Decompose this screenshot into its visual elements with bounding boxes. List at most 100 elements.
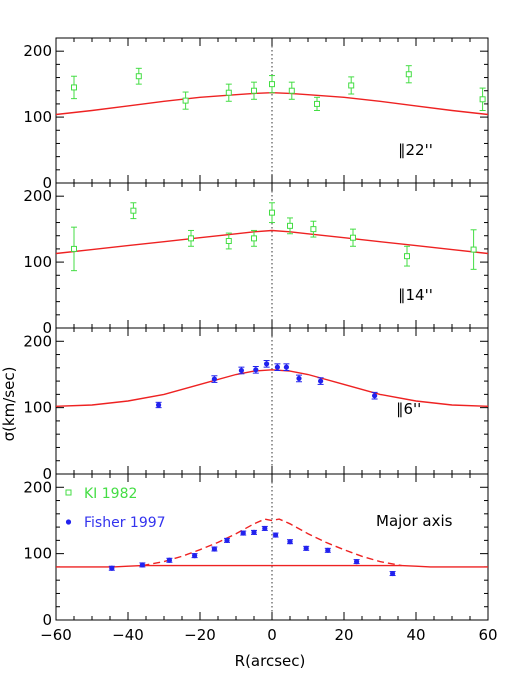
model-curve	[55, 369, 489, 407]
marker-circle	[274, 364, 280, 370]
marker-circle	[238, 367, 244, 374]
fisher-point	[252, 365, 259, 374]
y-tick-label: 200	[23, 478, 52, 496]
x-tick-label: −40	[112, 626, 144, 644]
x-tick-label: −60	[40, 626, 72, 644]
x-tick-label: 0	[267, 626, 277, 644]
panel-annotation: Major axis	[376, 512, 453, 530]
marker-square	[269, 209, 275, 216]
kl-point	[269, 202, 275, 224]
kl-point	[310, 220, 317, 238]
marker-circle	[253, 367, 259, 373]
panel-4: 0 100 200 Major axis	[23, 473, 489, 629]
y-axis-label: σ(km/sec)	[0, 367, 18, 442]
kl-point	[130, 202, 137, 220]
marker-square	[182, 97, 189, 104]
panel-annotation: ∥6''	[396, 400, 421, 418]
fisher-point	[155, 401, 162, 409]
kl-point	[71, 75, 77, 100]
fisher-point	[317, 377, 324, 385]
legend: KI 1982 Fisher 1997	[65, 486, 166, 531]
y-tick-label: 0	[42, 174, 52, 192]
y-tick-label: 0	[42, 319, 52, 337]
marker-square	[404, 253, 410, 260]
marker-square	[348, 82, 355, 89]
y-tick-label: 100	[23, 545, 52, 563]
y-tick-label: 200	[23, 42, 52, 60]
model-curve-dashed	[142, 518, 402, 567]
marker-square	[314, 100, 320, 107]
fisher-point	[108, 565, 115, 571]
marker-square	[71, 84, 77, 91]
marker-square	[310, 226, 317, 233]
model-curve	[56, 564, 488, 568]
marker-circle	[390, 570, 396, 577]
marker-circle	[211, 546, 217, 552]
marker-circle	[192, 553, 198, 559]
fisher-point	[224, 537, 230, 543]
fisher-point	[251, 529, 257, 536]
fisher-point	[261, 525, 268, 532]
marker-square	[188, 235, 194, 242]
kl-point	[350, 228, 356, 247]
panels-layer: 0100200∥22''0100200∥14''0100200∥6''01002…	[23, 37, 498, 644]
fisher-point	[240, 530, 247, 536]
marker-circle	[273, 532, 279, 538]
fisher-point	[296, 374, 302, 383]
marker-square	[288, 87, 295, 94]
model-curve	[55, 229, 489, 255]
marker-circle	[156, 402, 162, 408]
kl-point	[404, 245, 410, 267]
y-tick-label: 0	[42, 611, 52, 629]
marker-square	[350, 234, 356, 241]
y-tick-label: 0	[42, 465, 52, 483]
marker-circle	[251, 529, 257, 536]
marker-circle	[240, 530, 246, 536]
kl-point	[287, 217, 293, 235]
marker-circle	[211, 376, 217, 382]
marker-circle	[372, 393, 378, 399]
marker-circle	[109, 565, 115, 571]
marker-circle	[303, 545, 309, 551]
y-tick-label: 100	[23, 253, 52, 271]
marker-square	[269, 81, 275, 88]
marker-square	[470, 246, 477, 253]
fisher-point	[274, 363, 281, 371]
kl-point	[135, 67, 142, 85]
fisher-point	[324, 547, 331, 553]
fisher-point	[283, 363, 290, 371]
fisher-point	[166, 557, 173, 563]
kl-point	[71, 226, 77, 272]
x-tick-label: 20	[334, 626, 353, 644]
marker-square	[130, 207, 137, 214]
fisher-point	[263, 360, 270, 368]
legend-marker-circle	[65, 519, 72, 525]
kl-point	[479, 87, 486, 111]
kl-point	[251, 229, 257, 247]
marker-circle	[296, 375, 302, 382]
fisher-point	[287, 539, 293, 545]
marker-square	[251, 235, 257, 242]
x-tick-label: 60	[478, 626, 497, 644]
kl-point	[470, 229, 477, 270]
kl-point	[269, 75, 275, 94]
marker-square	[405, 71, 412, 78]
y-tick-label: 100	[23, 108, 52, 126]
marker-square	[225, 238, 232, 244]
marker-square	[225, 89, 232, 96]
marker-circle	[262, 525, 268, 532]
marker-circle	[287, 539, 293, 545]
kl-point	[225, 232, 232, 250]
x-tick-label: −20	[184, 626, 216, 644]
panel-1: 0 100 200 ∥22''	[23, 37, 489, 192]
marker-circle	[283, 364, 289, 370]
kl-point	[348, 76, 355, 95]
fisher-point	[389, 570, 396, 577]
kl-point	[188, 229, 194, 247]
fisher-point	[139, 562, 146, 568]
legend-label-kl: KI 1982	[84, 486, 137, 502]
fisher-point	[211, 546, 218, 552]
marker-circle	[318, 378, 324, 384]
fisher-point	[303, 545, 310, 551]
y-tick-label: 200	[23, 332, 52, 350]
